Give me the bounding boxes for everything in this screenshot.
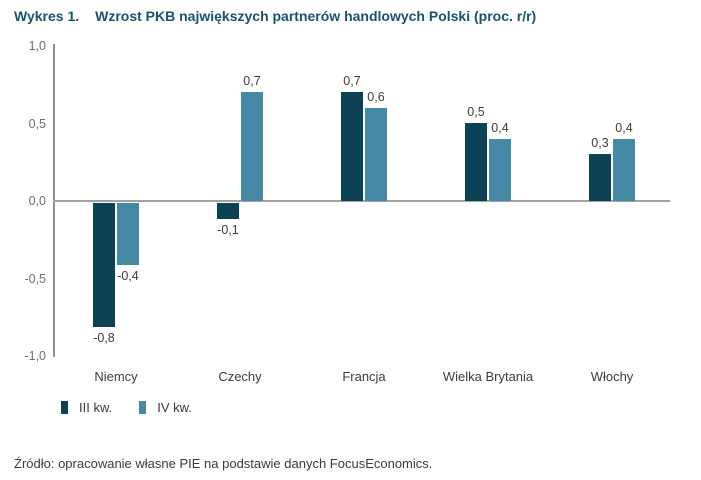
bar-IVkw-w-ochy [613,139,635,201]
legend: III kw. IV kw. [61,400,192,415]
bar-IVkw-francja [365,108,387,201]
figure-number: Wykres 1. [14,8,80,24]
x-axis-label-niemcy: Niemcy [94,369,138,384]
bar-value-label: 0,3 [591,136,609,150]
bar-value-label: 0,4 [491,121,509,135]
y-tick-label: 1,0 [28,39,46,53]
bar-value-label: 0,7 [243,74,261,88]
y-tick-label: -0,5 [24,271,46,286]
bar-IVkw-wielka-brytania [489,139,511,201]
legend-item-IIIkw: III kw. [61,400,112,415]
figure-title-text: Wzrost PKB największych partnerów handlo… [95,8,537,24]
bar-IIIkw-w-ochy [589,154,611,201]
legend-swatch-icon [61,401,68,414]
bar-IVkw-czechy [241,92,263,201]
bar-IIIkw-francja [341,92,363,201]
legend-label: IV kw. [157,400,192,415]
source-note: Źródło: opracowanie własne PIE na podsta… [14,456,433,471]
y-tick-label: 0,0 [28,194,46,208]
bar-value-label: 0,4 [615,121,633,135]
x-axis-label-w-ochy: Włochy [590,369,634,384]
legend-item-IVkw: IV kw. [139,400,192,415]
x-axis-label-czechy: Czechy [218,369,262,384]
y-tick-label: 0,5 [28,116,46,131]
bar-IVkw-niemcy [117,202,139,265]
legend-label: III kw. [79,400,113,415]
bar-value-label: 0,6 [367,90,385,104]
x-axis-label-wielka-brytania: Wielka Brytania [442,369,534,384]
bar-value-label: 0,5 [467,105,485,119]
bar-IIIkw-czechy [217,202,239,219]
bar-value-label: -0,1 [217,223,239,237]
bar-IIIkw-wielka-brytania [465,123,487,201]
bar-value-label: 0,7 [343,74,361,88]
legend-swatch-icon [139,401,147,414]
x-axis-label-francja: Francja [342,369,386,384]
bar-value-label: -0,4 [117,269,139,283]
bar-IIIkw-niemcy [93,202,115,327]
figure-title: Wykres 1. Wzrost PKB największych partner… [14,8,536,24]
y-tick-label: -1,0 [24,349,46,363]
bar-value-label: -0,8 [93,331,115,345]
